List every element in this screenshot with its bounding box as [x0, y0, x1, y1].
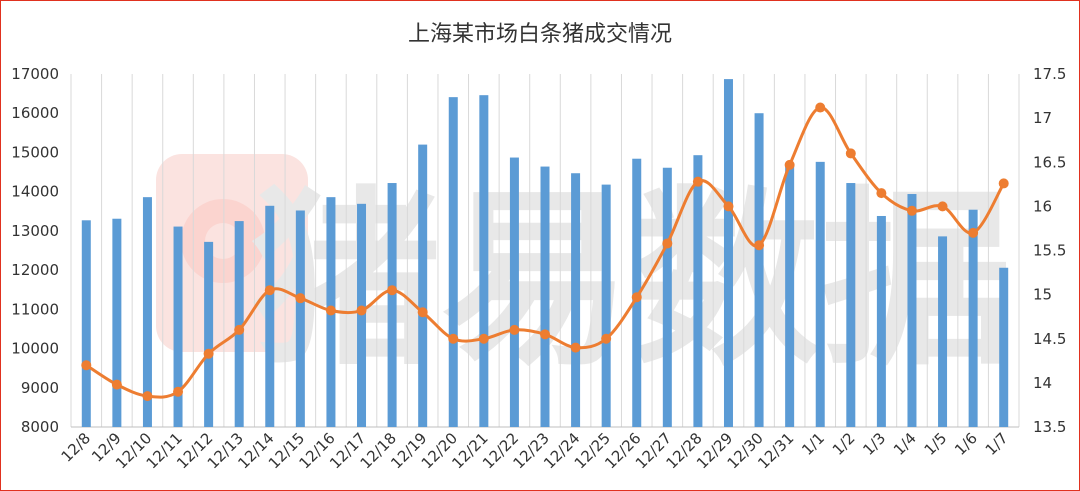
y-left-tick-label: 10000	[11, 340, 59, 358]
bar	[815, 161, 825, 427]
bar	[265, 205, 275, 427]
bar	[938, 236, 948, 427]
line-point	[815, 102, 826, 113]
line-point	[142, 391, 153, 402]
y-right-tick-label: 16	[1033, 197, 1052, 215]
bar	[754, 113, 764, 427]
line-point	[784, 159, 795, 170]
line-point	[203, 348, 214, 359]
y-left-tick-label: 13000	[11, 222, 59, 240]
y-right-tick-label: 17	[1033, 109, 1052, 127]
x-tick-label: 12/8	[58, 429, 95, 466]
line-point	[234, 324, 245, 335]
line-point	[937, 201, 948, 212]
bar	[295, 210, 305, 427]
y-left-tick-label: 8000	[21, 418, 59, 436]
bar	[876, 215, 886, 427]
x-tick-label: 1/2	[829, 429, 859, 459]
bar	[173, 226, 183, 427]
bar	[540, 166, 550, 427]
x-axis-ticks: 12/812/912/1012/1112/1212/1312/1412/1512…	[58, 429, 1012, 472]
line-point	[845, 148, 856, 159]
line-point	[662, 238, 673, 249]
bar	[723, 79, 733, 428]
right-axis-ticks: 13.5 14 14.5 15 15.5 16 16.5 17 17.5	[1033, 65, 1066, 436]
line-point	[906, 205, 917, 216]
line-point	[264, 285, 275, 296]
x-tick-label: 1/3	[859, 429, 889, 459]
bar	[509, 157, 519, 427]
bar	[142, 197, 152, 427]
line-point	[173, 386, 184, 397]
y-right-tick-label: 14.5	[1033, 330, 1066, 348]
y-right-tick-label: 14	[1033, 374, 1052, 392]
line-point	[601, 333, 612, 344]
bar	[81, 220, 91, 427]
line-point	[111, 379, 122, 390]
bar	[785, 164, 795, 427]
bar	[907, 194, 917, 427]
bar	[999, 267, 1009, 427]
bar	[693, 155, 703, 427]
line-point	[81, 360, 92, 371]
line-point	[509, 324, 520, 335]
line-point	[448, 333, 459, 344]
bar	[662, 167, 672, 428]
y-left-tick-label: 9000	[21, 379, 59, 397]
bar	[846, 183, 856, 427]
y-right-tick-label: 15	[1033, 286, 1052, 304]
left-axis-ticks: 8000 9000 10000 11000 12000 13000 14000 15000 16…	[11, 65, 59, 436]
y-right-tick-label: 15.5	[1033, 242, 1066, 260]
x-tick-label: 1/6	[951, 429, 981, 459]
y-left-tick-label: 11000	[11, 300, 59, 318]
line-point	[754, 240, 765, 251]
bar	[968, 209, 978, 427]
bar	[234, 221, 244, 427]
line-point	[998, 178, 1009, 189]
line-point	[478, 333, 489, 344]
x-tick-label: 1/1	[798, 429, 828, 459]
x-tick-label: 1/4	[890, 429, 920, 459]
y-right-tick-label: 13.5	[1033, 418, 1066, 436]
line-point	[417, 307, 428, 318]
bar	[418, 144, 428, 427]
y-left-tick-label: 14000	[11, 183, 59, 201]
chart-title: 上海某市场白条猪成交情况	[408, 22, 672, 47]
bar	[601, 184, 611, 427]
line-point	[387, 285, 398, 296]
line-point	[325, 305, 336, 316]
x-tick-label: 1/5	[921, 429, 951, 459]
y-left-tick-label: 17000	[11, 65, 59, 83]
grid-lines	[70, 74, 1020, 428]
bar	[204, 241, 214, 427]
bar	[448, 97, 458, 427]
line-point	[876, 188, 887, 199]
line-series	[81, 102, 1009, 402]
line-point	[723, 201, 734, 212]
y-left-tick-label: 15000	[11, 143, 59, 161]
line-point	[570, 342, 581, 353]
bar	[387, 183, 397, 427]
line-point	[631, 292, 642, 303]
line-point	[540, 329, 550, 340]
x-tick-label: 1/7	[982, 429, 1012, 459]
bar	[571, 173, 581, 427]
bar	[112, 218, 122, 427]
bar-series	[81, 79, 1009, 428]
y-right-tick-label: 17.5	[1033, 65, 1066, 83]
line-point	[356, 305, 367, 316]
y-right-tick-label: 16.5	[1033, 153, 1066, 171]
bar	[479, 95, 489, 428]
y-left-tick-label: 16000	[11, 104, 59, 122]
y-left-tick-label: 12000	[11, 261, 59, 279]
line-point	[295, 293, 306, 304]
line-point	[968, 227, 979, 238]
line-point	[692, 176, 703, 187]
